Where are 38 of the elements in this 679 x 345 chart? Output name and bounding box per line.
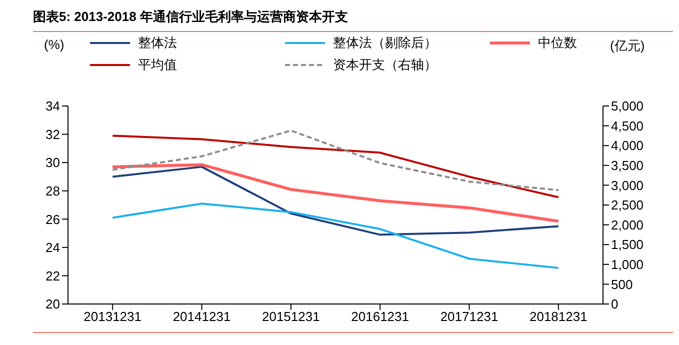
legend-label: 整体法: [138, 34, 177, 52]
line-series: [111, 163, 560, 223]
y2-tick-label: 4,000: [611, 138, 644, 154]
line-series: [112, 166, 560, 236]
x-tick-label: 20131231: [84, 309, 142, 324]
line-series: [112, 202, 560, 269]
y-tick-label: 30: [46, 155, 60, 170]
y2-axis-title: (亿元): [610, 37, 645, 55]
y-tick-label: 26: [46, 212, 60, 227]
y2-tick-label: 3,000: [611, 178, 644, 193]
y-tick-label: 32: [46, 126, 60, 142]
y-axis-title: (%): [44, 37, 64, 52]
legend-label: 中位数: [538, 34, 577, 52]
legend-label: 平均值: [138, 56, 177, 74]
y2-tick-label: 3,500: [611, 158, 644, 174]
x-tick-label: 20151231: [262, 309, 320, 324]
y-tick-label: 24: [46, 240, 60, 256]
y-tick-label: 20: [46, 296, 60, 312]
line-series: [112, 134, 560, 198]
y2-tick-label: 1,500: [611, 237, 644, 252]
y2-tick-label: 5,000: [611, 98, 644, 114]
y2-tick-label: 2,500: [611, 198, 644, 213]
y-tick-label: 22: [46, 268, 60, 284]
legend-label: 整体法（剔除后）: [333, 34, 437, 52]
y2-tick-label: 1,000: [611, 257, 644, 272]
y-tick-label: 34: [46, 98, 60, 114]
y2-tick-label: 2,000: [611, 217, 644, 232]
x-tick-label: 20161231: [351, 309, 410, 324]
chart-title: 图表5: 2013-2018 年通信行业毛利率与运营商资本开支: [33, 8, 673, 32]
x-tick-label: 20171231: [440, 309, 498, 324]
y2-tick-label: 4,500: [611, 118, 644, 134]
y2-tick-label: 0: [611, 296, 618, 312]
y-tick-label: 28: [46, 183, 60, 198]
line-series: [112, 130, 560, 192]
x-tick-label: 20181231: [529, 309, 588, 324]
y2-tick-label: 500: [611, 276, 633, 292]
x-tick-label: 20141231: [172, 309, 231, 324]
legend-label: 资本开支（右轴）: [333, 56, 437, 74]
